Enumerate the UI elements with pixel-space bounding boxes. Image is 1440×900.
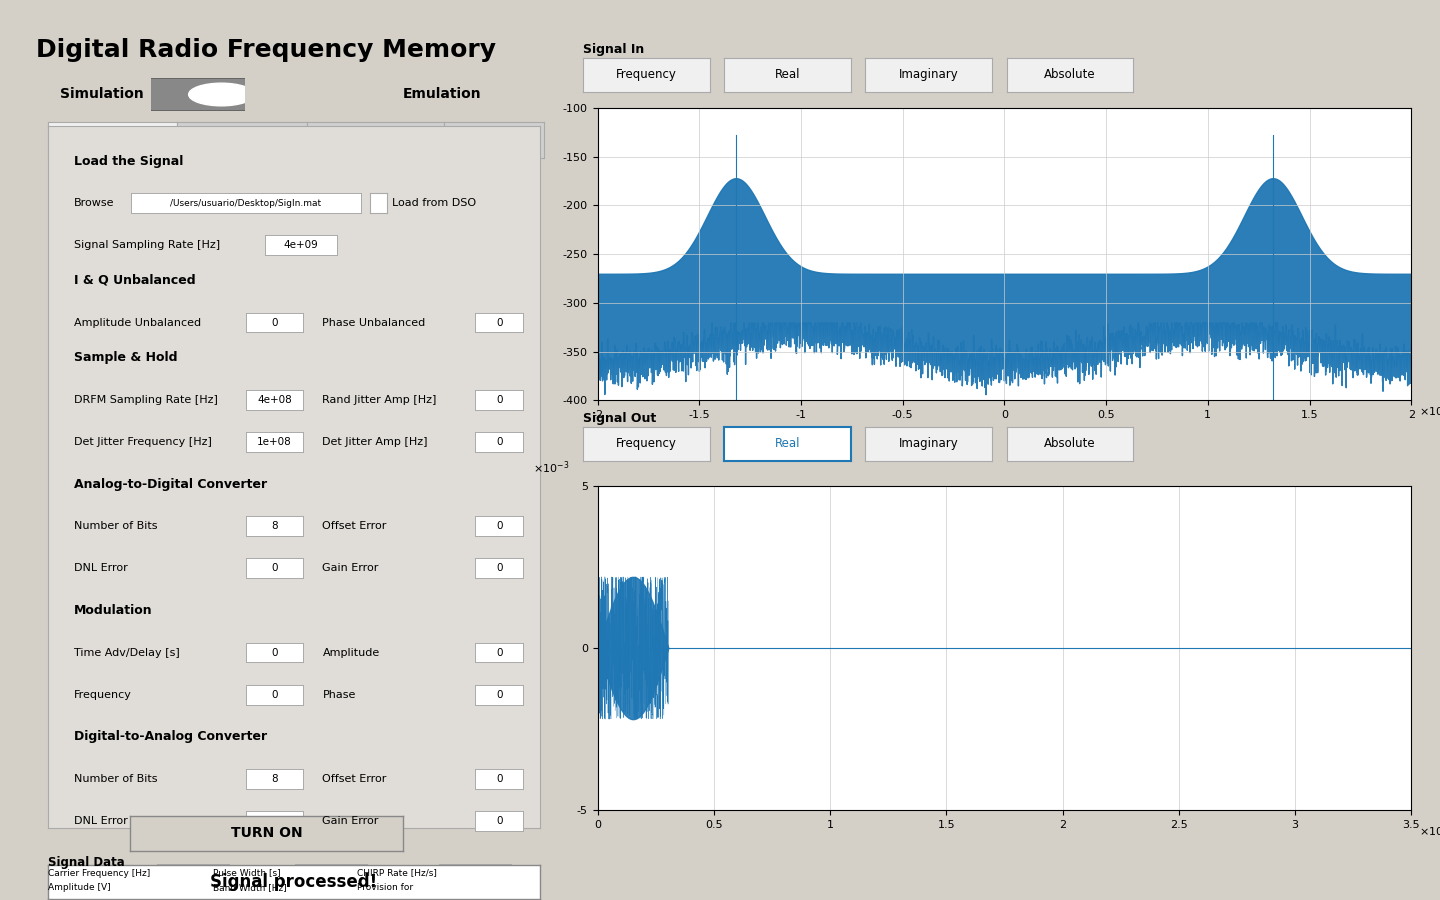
Text: $\times10^{-3}$: $\times10^{-3}$: [533, 460, 569, 476]
Text: CHIRP Rate [Hz/s]: CHIRP Rate [Hz/s]: [357, 868, 436, 878]
Text: Signal Sampling Rate [Hz]: Signal Sampling Rate [Hz]: [73, 240, 220, 250]
Text: 0.002196: 0.002196: [171, 884, 215, 893]
Text: 0: 0: [271, 816, 278, 826]
Text: Modulation: Modulation: [73, 604, 153, 617]
Text: 0: 0: [497, 318, 503, 328]
Text: TURN ON: TURN ON: [230, 826, 302, 841]
Text: 0: 0: [271, 647, 278, 658]
Text: 0: 0: [497, 395, 503, 405]
Text: 0.0003045: 0.0003045: [307, 869, 356, 878]
Text: 0: 0: [271, 689, 278, 699]
Text: Emulation: Emulation: [210, 133, 274, 146]
Circle shape: [189, 83, 253, 106]
Text: 0: 0: [472, 884, 478, 893]
Text: Det Jitter Frequency [Hz]: Det Jitter Frequency [Hz]: [73, 436, 212, 447]
Text: Gain Error: Gain Error: [323, 563, 379, 573]
Text: Time Adv/Delay [s]: Time Adv/Delay [s]: [73, 647, 180, 658]
Text: I & Q Unbalanced: I & Q Unbalanced: [73, 274, 196, 287]
Text: Gain Error: Gain Error: [323, 816, 379, 826]
Text: General: General: [88, 133, 137, 146]
Text: Real: Real: [775, 68, 801, 81]
Text: $\times10^{-3}$: $\times10^{-3}$: [1420, 823, 1440, 840]
Text: Absolute: Absolute: [1044, 68, 1096, 81]
Text: Number of Bits: Number of Bits: [73, 521, 157, 531]
Text: Sample & Hold: Sample & Hold: [73, 351, 177, 364]
Text: Pulse Width [s]: Pulse Width [s]: [213, 868, 281, 878]
Text: 0: 0: [497, 436, 503, 447]
Text: Digital-to-Analog Converter: Digital-to-Analog Converter: [73, 730, 266, 743]
Text: 0: 0: [497, 647, 503, 658]
Text: Provision for: Provision for: [357, 883, 413, 892]
Text: 4e+09: 4e+09: [284, 240, 318, 250]
Text: Frequency: Frequency: [73, 689, 131, 699]
Text: Phase Unbalanced: Phase Unbalanced: [323, 318, 426, 328]
Text: 1.718e+09: 1.718e+09: [449, 869, 501, 878]
Text: Signal Out: Signal Out: [583, 412, 657, 425]
Text: 0: 0: [271, 563, 278, 573]
Text: Amplitude Unbalanced: Amplitude Unbalanced: [73, 318, 202, 328]
Text: Amplitude [V]: Amplitude [V]: [48, 883, 109, 892]
Text: Simulation: Simulation: [60, 87, 144, 102]
Text: 0: 0: [497, 774, 503, 784]
Text: 0: 0: [271, 318, 278, 328]
Text: /Users/usuario/Desktop/SigIn.mat: /Users/usuario/Desktop/SigIn.mat: [170, 199, 321, 208]
Text: Frequency: Frequency: [616, 68, 677, 81]
Text: 0: 0: [497, 563, 503, 573]
Text: Browse: Browse: [73, 198, 114, 208]
Text: 0: 0: [497, 689, 503, 699]
Text: DNL Error: DNL Error: [73, 816, 128, 826]
Text: 1e+08: 1e+08: [258, 436, 292, 447]
Text: Amplitude: Amplitude: [323, 647, 380, 658]
Text: Help: Help: [480, 133, 508, 146]
Text: $\times10^9$: $\times10^9$: [1420, 402, 1440, 418]
Text: DRFM Sampling Rate [Hz]: DRFM Sampling Rate [Hz]: [73, 395, 217, 405]
Text: 5.23e+05: 5.23e+05: [310, 884, 353, 893]
Text: Det Jitter Amp [Hz]: Det Jitter Amp [Hz]: [323, 436, 428, 447]
Text: DNL Error: DNL Error: [73, 563, 128, 573]
Text: 4e+08: 4e+08: [258, 395, 292, 405]
Text: Structure: Structure: [346, 133, 405, 146]
FancyBboxPatch shape: [144, 78, 252, 111]
Text: Absolute: Absolute: [1044, 437, 1096, 450]
Text: Signal In: Signal In: [583, 43, 645, 56]
Text: Imaginary: Imaginary: [899, 437, 959, 450]
Text: Real: Real: [775, 437, 801, 450]
Text: 1.32e+09: 1.32e+09: [171, 869, 215, 878]
Text: 8: 8: [271, 521, 278, 531]
Text: Load the Signal: Load the Signal: [73, 155, 183, 167]
Text: Carrier Frequency [Hz]: Carrier Frequency [Hz]: [48, 868, 150, 878]
Text: 0: 0: [497, 816, 503, 826]
Text: Offset Error: Offset Error: [323, 774, 387, 784]
Text: Phase: Phase: [323, 689, 356, 699]
Text: Rand Jitter Amp [Hz]: Rand Jitter Amp [Hz]: [323, 395, 436, 405]
Text: Offset Error: Offset Error: [323, 521, 387, 531]
Text: Load from DSO: Load from DSO: [392, 198, 475, 208]
Text: Digital Radio Frequency Memory: Digital Radio Frequency Memory: [36, 38, 497, 61]
Text: Signal processed!: Signal processed!: [210, 873, 377, 891]
Text: 0: 0: [497, 521, 503, 531]
Text: Number of Bits: Number of Bits: [73, 774, 157, 784]
Text: Frequency: Frequency: [616, 437, 677, 450]
Text: Band Width [Hz]: Band Width [Hz]: [213, 883, 287, 892]
Text: Signal Data: Signal Data: [48, 856, 124, 868]
Text: Analog-to-Digital Converter: Analog-to-Digital Converter: [73, 478, 266, 491]
Text: Emulation: Emulation: [403, 87, 482, 102]
Text: 8: 8: [271, 774, 278, 784]
Text: Imaginary: Imaginary: [899, 68, 959, 81]
